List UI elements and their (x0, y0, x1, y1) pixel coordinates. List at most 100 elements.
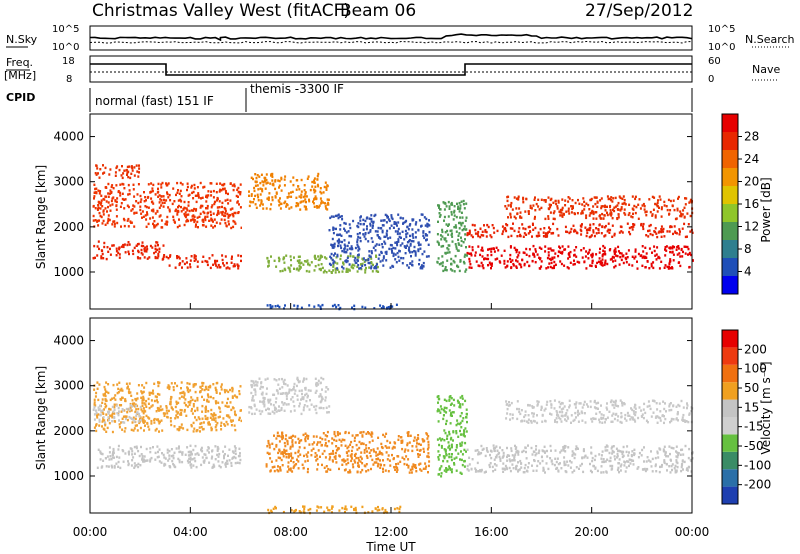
range-cell (579, 228, 582, 231)
range-cell (196, 260, 199, 263)
range-cell (149, 191, 152, 194)
range-cell (315, 383, 317, 386)
range-cell (201, 388, 204, 391)
range-cell (416, 437, 419, 440)
range-cell (173, 200, 176, 203)
range-cell (417, 241, 420, 244)
range-cell (167, 206, 170, 209)
range-cell (466, 233, 469, 237)
range-cell (551, 257, 554, 261)
range-cell (436, 240, 439, 243)
range-cell (409, 234, 411, 238)
range-cell (460, 224, 463, 227)
range-cell (136, 424, 138, 427)
range-cell (139, 194, 142, 198)
freq-tick-top: 18 (62, 56, 75, 67)
range-cell (122, 217, 125, 221)
range-cell (443, 406, 446, 409)
range-cell (264, 187, 267, 190)
range-cell (624, 470, 627, 473)
range-cell (304, 436, 307, 439)
range-cell (224, 465, 227, 468)
range-cell (326, 208, 329, 211)
range-cell (143, 256, 146, 259)
range-cell (670, 417, 673, 421)
range-cell (450, 443, 453, 446)
range-cell (153, 421, 156, 424)
range-cell (578, 202, 581, 205)
range-cell (443, 456, 446, 460)
range-cell (620, 207, 623, 211)
range-cell (358, 232, 361, 235)
range-cell (168, 264, 171, 267)
range-cell (143, 248, 146, 251)
range-cell (538, 449, 541, 452)
range-cell (644, 246, 647, 249)
range-cell (564, 470, 567, 473)
range-cell (359, 236, 362, 240)
range-cell (278, 305, 281, 309)
range-cell (668, 445, 671, 448)
range-cell (279, 467, 282, 471)
range-cell (503, 259, 506, 263)
range-cell (465, 408, 468, 411)
range-cell (628, 230, 631, 234)
range-cell (604, 449, 607, 452)
range-cell (525, 233, 528, 236)
range-cell (390, 214, 393, 217)
range-cell (386, 458, 389, 461)
range-cell (130, 166, 133, 169)
range-cell (619, 469, 622, 472)
range-cell (453, 261, 456, 264)
range-cell (281, 377, 283, 381)
range-cell (598, 251, 601, 254)
range-cell (163, 198, 165, 202)
freq-tick-bottom: 8 (66, 74, 72, 85)
range-cell (651, 213, 654, 216)
range-cell (322, 201, 325, 204)
range-cell (137, 384, 140, 387)
range-cell (345, 259, 348, 262)
range-cell (201, 224, 204, 227)
range-cell (445, 269, 448, 272)
range-cell (394, 253, 397, 256)
range-cell (185, 257, 188, 260)
range-cell (150, 422, 153, 425)
range-cell (127, 250, 130, 253)
range-cell (341, 438, 344, 441)
range-cell (363, 448, 366, 452)
range-cell (127, 385, 129, 388)
range-cell (177, 199, 180, 202)
range-cell (419, 243, 422, 246)
range-cell (341, 249, 344, 253)
range-cell (261, 180, 264, 183)
range-cell (403, 238, 406, 241)
range-cell (491, 465, 494, 469)
range-cell (641, 468, 644, 471)
range-cell (312, 202, 315, 205)
range-cell (474, 467, 477, 470)
range-cell (606, 449, 609, 452)
range-cell (273, 378, 276, 381)
range-cell (284, 392, 287, 395)
range-cell (477, 234, 480, 238)
range-cell (613, 406, 616, 409)
range-cell (650, 262, 653, 266)
range-cell (654, 227, 657, 230)
range-cell (581, 419, 584, 422)
range-cell (271, 179, 274, 182)
range-cell (688, 201, 691, 204)
range-cell (169, 398, 172, 401)
range-cell (127, 225, 130, 228)
range-cell (685, 197, 688, 200)
range-cell (439, 208, 441, 211)
range-cell (621, 455, 624, 459)
range-cell (101, 465, 104, 468)
range-cell (650, 415, 653, 418)
range-cell (106, 210, 108, 213)
range-cell (441, 437, 444, 441)
range-cell (364, 271, 367, 274)
range-cell (613, 266, 616, 269)
range-cell (546, 400, 549, 404)
range-cell (224, 199, 227, 202)
